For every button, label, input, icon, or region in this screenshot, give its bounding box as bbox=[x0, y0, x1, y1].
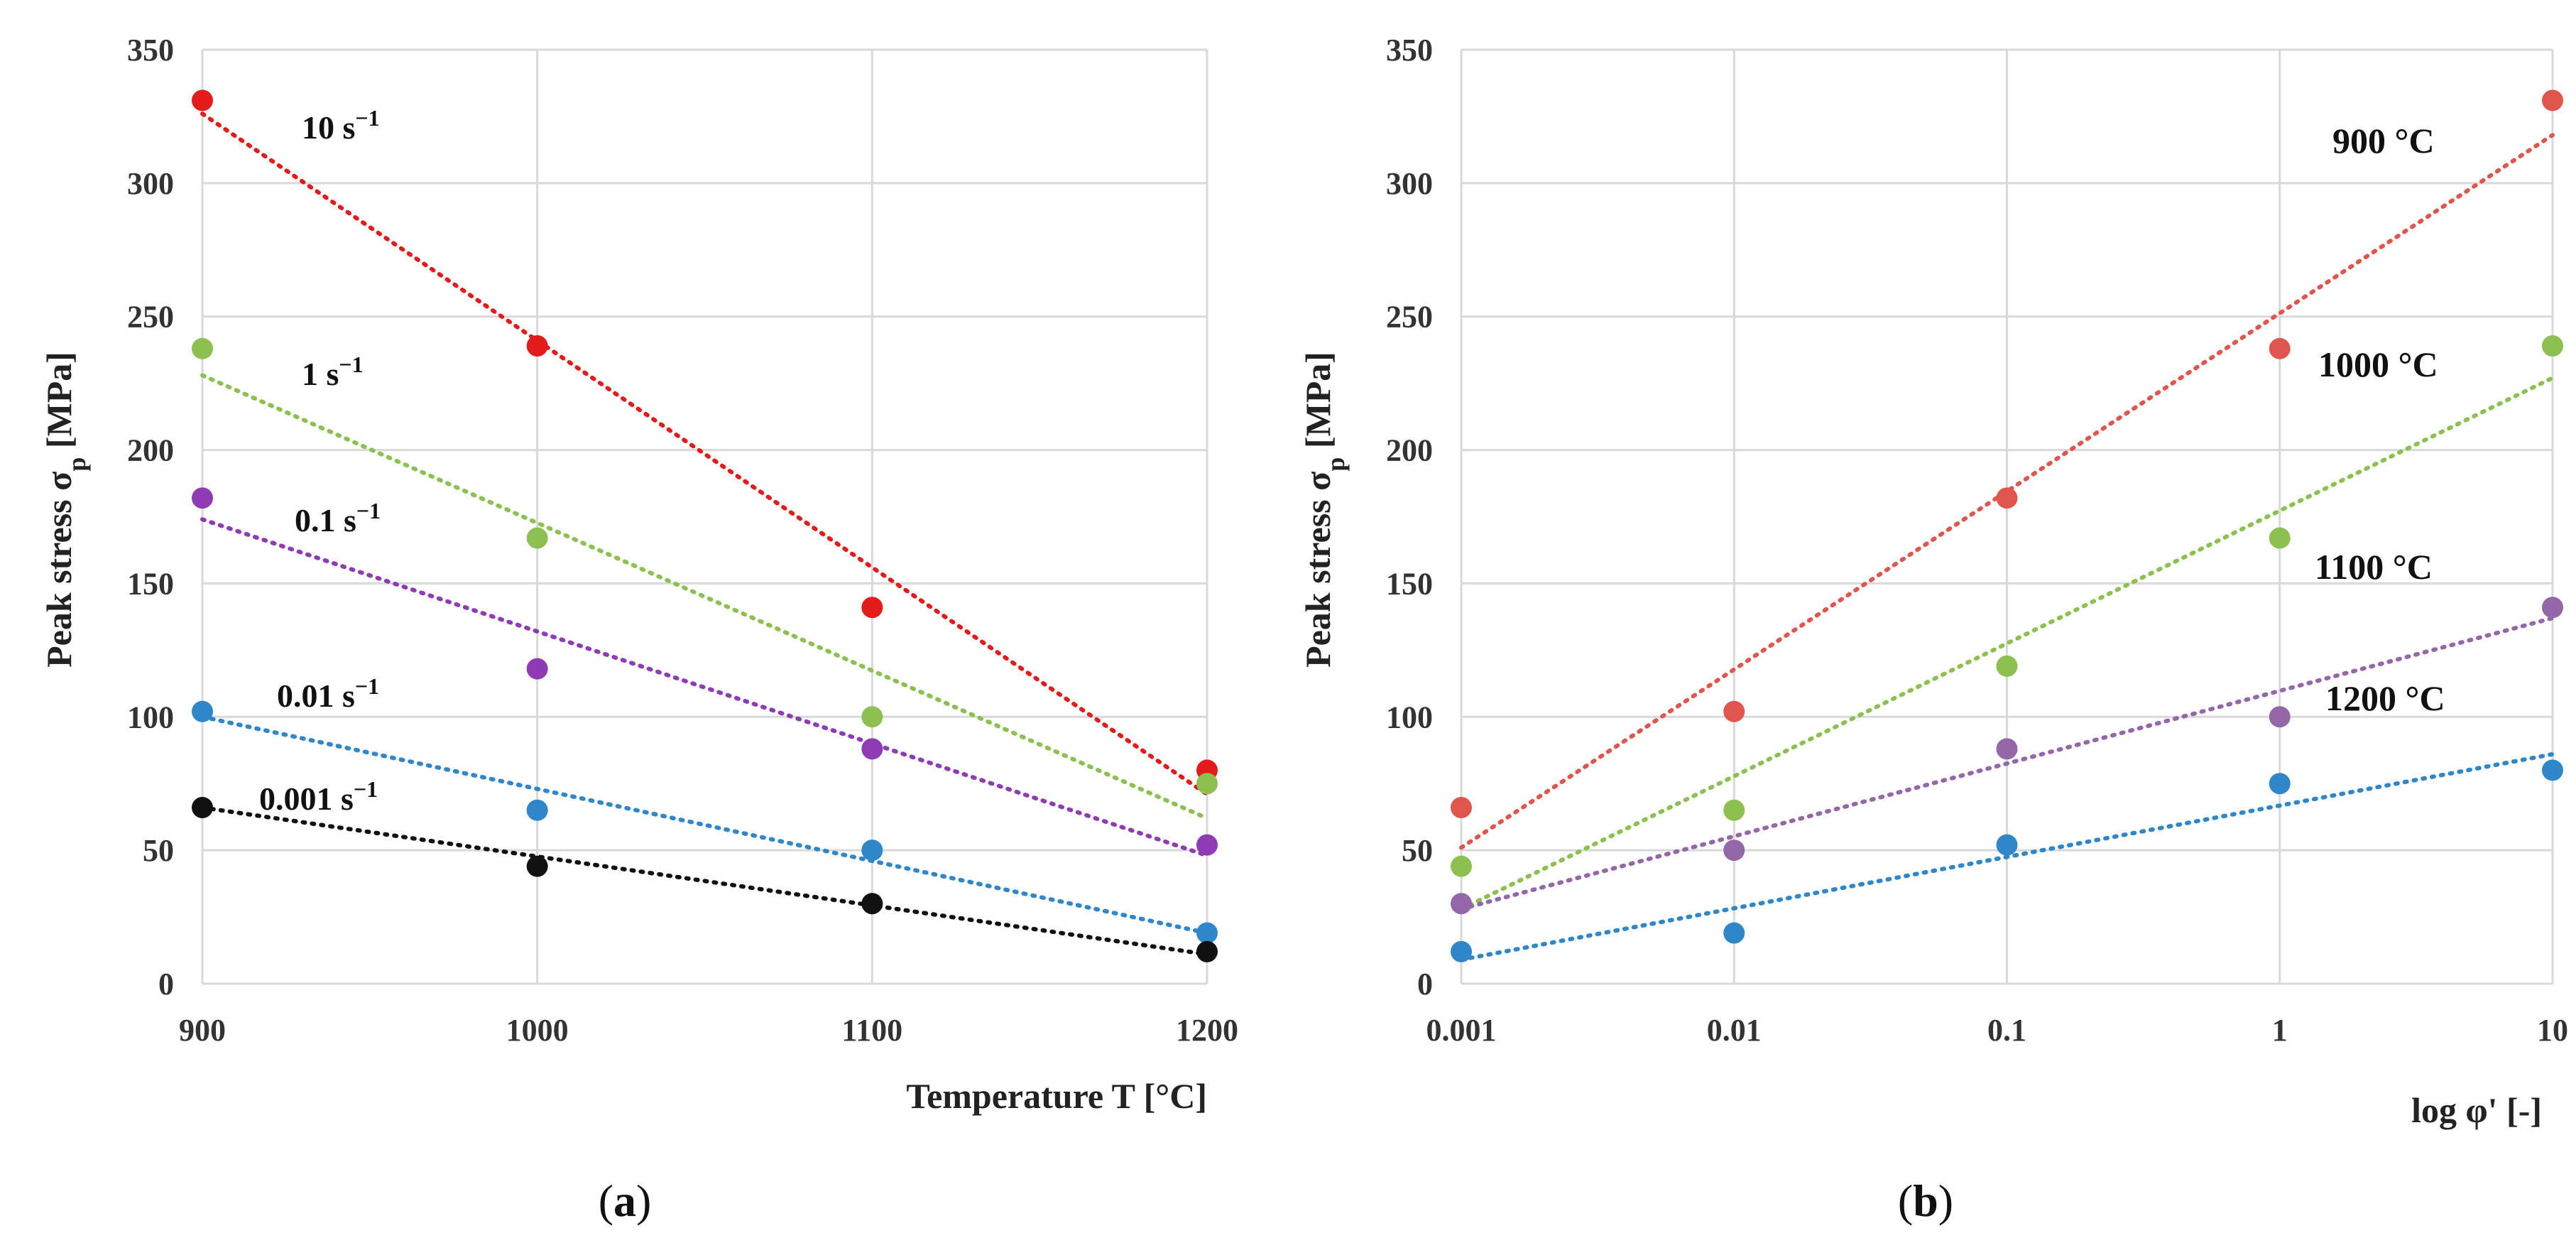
a-series-0-1-s-point bbox=[861, 738, 883, 760]
a-y-axis-title: Peak stress σp [MPa] bbox=[39, 352, 91, 668]
a-x-tick-900: 900 bbox=[179, 1013, 226, 1048]
a-series-10-s-point bbox=[526, 335, 548, 357]
b-series-1000-c-point bbox=[1451, 855, 1472, 877]
b-y-axis-title: Peak stress σp [MPa] bbox=[1298, 352, 1350, 668]
b-panel-label: (b) bbox=[1898, 1175, 1953, 1226]
a-series-label-10-s: 10 s−1 bbox=[302, 105, 380, 146]
b-series-1200-c bbox=[1451, 751, 2563, 962]
b-y-tick-250: 250 bbox=[1386, 300, 1433, 335]
a-series-0-001-s bbox=[192, 797, 1218, 962]
b-y-tick-0: 0 bbox=[1417, 967, 1433, 1001]
b-series-label-1100-c: 1100 °C bbox=[2315, 547, 2433, 587]
a-panel-label: (a) bbox=[599, 1175, 652, 1226]
b-y-tick-350: 350 bbox=[1386, 33, 1433, 67]
b-series-1100-c-point bbox=[1996, 738, 2018, 760]
b-x-tick-0-001: 0.001 bbox=[1426, 1013, 1497, 1048]
b-series-1000-c-point bbox=[2542, 335, 2563, 357]
a-y-tick-350: 350 bbox=[127, 33, 174, 67]
a-series-1-s-point bbox=[1196, 773, 1218, 795]
a-x-tick-1200: 1200 bbox=[1176, 1013, 1238, 1048]
a-y-tick-100: 100 bbox=[127, 700, 174, 734]
a-x-tick-1100: 1100 bbox=[842, 1013, 903, 1048]
b-series-1200-c-point bbox=[1723, 922, 1745, 944]
b-series-1100-c-point bbox=[2269, 706, 2291, 728]
a-series-label-0-001-s: 0.001 s−1 bbox=[259, 776, 378, 817]
chart-panel-a: 0 50 100 150 200 250 300 350 900 1000 1100 1200 Peak… bbox=[39, 33, 1238, 1226]
b-series-900-c-point bbox=[1451, 797, 1472, 819]
b-series-1100-c-point bbox=[1723, 840, 1745, 862]
a-series-0-1-s-point bbox=[1196, 834, 1218, 856]
a-y-tick-200: 200 bbox=[127, 433, 174, 468]
a-series-1-s-point bbox=[861, 706, 883, 728]
a-series-0-1-s-point bbox=[526, 658, 548, 680]
a-y-tick-300: 300 bbox=[127, 166, 174, 201]
a-series-0-001-s-trendline bbox=[200, 805, 1209, 957]
b-series-1200-c-point bbox=[1996, 834, 2018, 856]
b-series-1200-c-trendline bbox=[1459, 751, 2555, 962]
b-series-1100-c-point bbox=[2542, 597, 2563, 619]
b-y-tick-150: 150 bbox=[1386, 566, 1433, 601]
b-x-axis-title: log φ' [-] bbox=[2411, 1090, 2542, 1130]
b-series-label-900-c: 900 °C bbox=[2332, 121, 2435, 161]
b-series-1000-c-trendline bbox=[1459, 376, 2555, 911]
a-series-label-0-01-s: 0.01 s−1 bbox=[277, 673, 379, 714]
a-series-1-s-trendline bbox=[200, 373, 1209, 821]
a-series-10-s bbox=[192, 89, 1218, 797]
b-x-tick-0-1: 0.1 bbox=[1987, 1013, 2026, 1048]
a-series-0-1-s-trendline bbox=[200, 517, 1209, 858]
a-series-label-0-1-s: 0.1 s−1 bbox=[295, 498, 381, 538]
a-series-10-s-point bbox=[192, 89, 213, 112]
a-series-10-s-point bbox=[861, 597, 883, 619]
b-series-900-c-point bbox=[2269, 337, 2291, 359]
b-series-900-c bbox=[1451, 89, 2563, 850]
b-y-tick-100: 100 bbox=[1386, 700, 1433, 734]
a-series-label-1-s: 1 s−1 bbox=[302, 352, 364, 392]
a-x-tick-1000: 1000 bbox=[506, 1013, 569, 1048]
b-series-1000-c bbox=[1451, 335, 2563, 911]
a-y-tick-150: 150 bbox=[127, 566, 174, 601]
b-y-tick-300: 300 bbox=[1386, 166, 1433, 201]
a-x-axis-title: Temperature T [°C] bbox=[906, 1076, 1207, 1116]
b-series-1200-c-point bbox=[2542, 759, 2563, 781]
b-series-1100-c-point bbox=[1451, 893, 1472, 915]
b-series-1000-c-point bbox=[2269, 527, 2291, 549]
a-series-1-s-point bbox=[526, 527, 548, 549]
b-series-900-c-point bbox=[1723, 700, 1745, 722]
a-series-0-01-s-trendline bbox=[200, 715, 1209, 935]
a-series-0-01-s-point bbox=[526, 799, 548, 821]
b-x-tick-10: 10 bbox=[2537, 1013, 2568, 1048]
b-series-label-1200-c: 1200 °C bbox=[2325, 678, 2445, 718]
b-y-tick-200: 200 bbox=[1386, 433, 1433, 468]
a-series-1-s bbox=[192, 337, 1218, 821]
a-series-0-1-s-point bbox=[192, 487, 213, 509]
a-y-tick-50: 50 bbox=[143, 833, 174, 868]
b-x-tick-0-01: 0.01 bbox=[1707, 1013, 1762, 1048]
a-y-tick-250: 250 bbox=[127, 300, 174, 335]
b-series-1200-c-point bbox=[2269, 773, 2291, 795]
a-series-0-001-s-point bbox=[861, 893, 883, 915]
a-series-0-01-s-point bbox=[861, 840, 883, 862]
b-series-1000-c-point bbox=[1723, 799, 1745, 821]
a-series-0-001-s-point bbox=[192, 797, 213, 819]
a-series-0-001-s-point bbox=[1196, 940, 1218, 962]
b-series-1100-c bbox=[1451, 597, 2563, 915]
b-y-tick-50: 50 bbox=[1402, 833, 1433, 868]
b-series-900-c-point bbox=[2542, 89, 2563, 112]
a-series-0-01-s bbox=[192, 700, 1218, 944]
b-series-1000-c-point bbox=[1996, 655, 2018, 677]
a-series-0-1-s bbox=[192, 487, 1218, 858]
b-series-900-c-point bbox=[1996, 487, 2018, 509]
a-series-0-001-s-point bbox=[526, 855, 548, 877]
b-series-1200-c-point bbox=[1451, 940, 1472, 962]
a-y-tick-0: 0 bbox=[158, 967, 174, 1001]
a-series-0-01-s-point bbox=[1196, 922, 1218, 944]
a-series-10-s-trendline bbox=[200, 112, 1209, 797]
a-series-1-s-point bbox=[192, 337, 213, 359]
b-x-tick-1: 1 bbox=[2272, 1013, 2288, 1048]
b-series-label-1000-c: 1000 °C bbox=[2318, 344, 2438, 384]
b-series-1100-c-trendline bbox=[1459, 616, 2555, 911]
chart-panel-b: 0 50 100 150 200 250 300 350 0.001 0.01 0.1 1 10 Peak… bbox=[1298, 33, 2568, 1226]
a-series-0-01-s-point bbox=[192, 700, 213, 722]
